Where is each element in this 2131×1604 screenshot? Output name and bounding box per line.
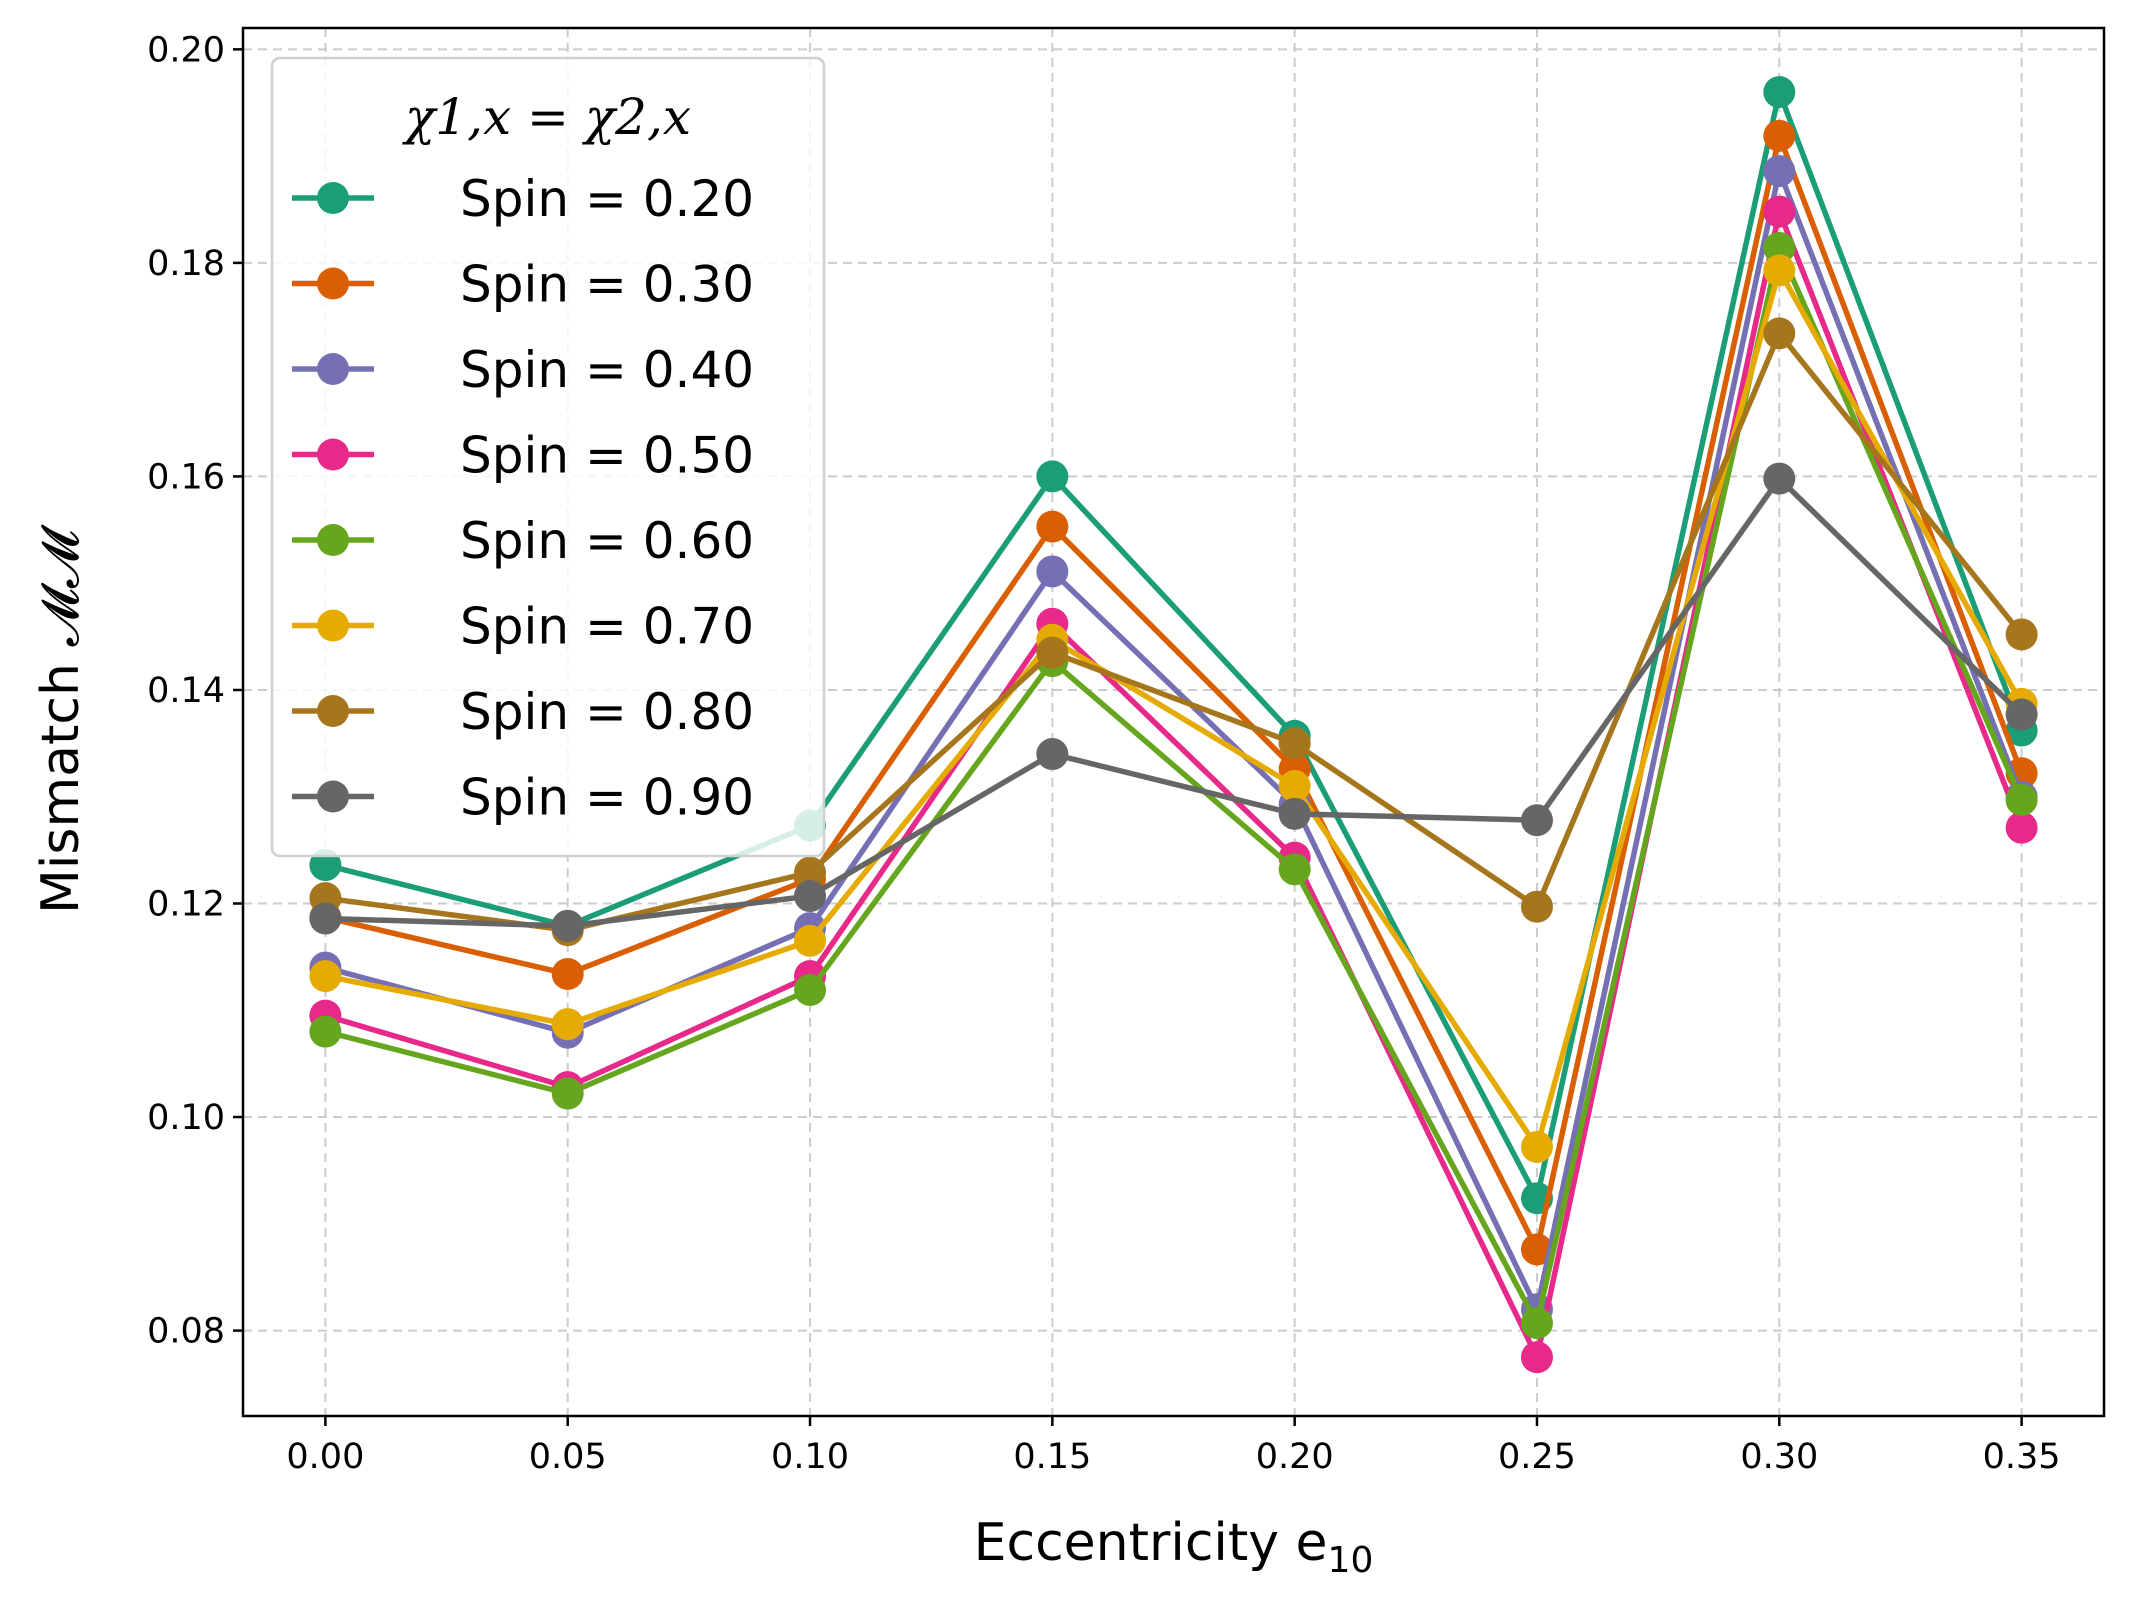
legend-marker <box>317 353 349 385</box>
legend: χ1,x = χ2,x Spin = 0.20 Spin = 0.30 Spin = … <box>270 56 826 858</box>
data-point <box>551 957 584 990</box>
legend-marker <box>317 609 349 642</box>
legend-label: Spin = 0.40 <box>460 341 754 399</box>
data-point <box>1763 119 1796 152</box>
data-point <box>1036 738 1069 771</box>
legend-item: Spin = 0.20 <box>292 170 754 228</box>
series-line <box>324 168 2025 1312</box>
data-point <box>1036 460 1069 493</box>
y-tick-label: 0.10 <box>147 1098 225 1138</box>
legend-item: Spin = 0.90 <box>292 769 754 827</box>
legend-marker <box>317 780 349 813</box>
series-line <box>324 89 2025 1201</box>
legend-label: Spin = 0.70 <box>460 598 754 656</box>
x-tick-label: 0.15 <box>1013 1437 1091 1477</box>
series-line <box>324 133 2025 1253</box>
legend-label: Spin = 0.60 <box>460 512 754 570</box>
x-tick-label: 0.05 <box>529 1437 607 1477</box>
y-tick-label: 0.16 <box>147 457 225 497</box>
data-point <box>1036 555 1069 588</box>
x-tick-label: 0.10 <box>771 1437 849 1477</box>
data-point <box>309 960 342 993</box>
x-tick-label: 0.00 <box>286 1437 364 1477</box>
x-axis-ticks: 0.00 0.05 0.10 0.15 0.20 0.25 0.30 0.35 <box>286 1416 2061 1477</box>
data-point <box>309 1015 342 1048</box>
x-tick-label: 0.20 <box>1256 1437 1334 1477</box>
legend-marker <box>317 438 349 471</box>
legend-label: Spin = 0.20 <box>460 170 754 228</box>
data-point <box>1278 770 1311 803</box>
legend-item: Spin = 0.60 <box>292 512 754 570</box>
x-tick-label: 0.35 <box>1983 1437 2061 1477</box>
data-point <box>309 902 342 935</box>
legend-label: Spin = 0.50 <box>460 427 754 485</box>
data-point <box>1520 890 1553 923</box>
legend-marker <box>317 182 349 214</box>
data-point <box>2005 811 2038 844</box>
legend-title: χ1,x = χ2,x <box>402 88 691 146</box>
data-point <box>1036 636 1069 669</box>
data-point <box>1278 797 1311 830</box>
legend-marker <box>317 695 349 727</box>
data-point <box>794 856 827 889</box>
series-line <box>325 475 2024 929</box>
legend-marker <box>317 524 349 556</box>
data-point <box>1763 317 1796 350</box>
series-line <box>324 267 2025 1150</box>
y-axis-title: Mismatch 𝓜𝓜 <box>31 524 91 914</box>
y-axis-ticks: 0.08 0.10 0.12 0.14 0.16 0.18 0.20 <box>147 30 243 1352</box>
legend-label: Spin = 0.80 <box>460 683 754 741</box>
series-090 <box>309 462 2038 942</box>
legend-item: Spin = 0.40 <box>292 341 754 399</box>
x-tick-label: 0.30 <box>1740 1437 1818 1477</box>
x-tick-label: 0.25 <box>1498 1437 1576 1477</box>
legend-marker <box>317 267 349 300</box>
data-point <box>2005 618 2038 651</box>
plot-series <box>309 76 2038 1374</box>
data-point <box>551 1008 584 1041</box>
data-point <box>1763 254 1796 287</box>
data-point <box>1520 1341 1553 1374</box>
data-point <box>1763 195 1796 228</box>
legend-item: Spin = 0.70 <box>292 598 754 656</box>
data-point <box>1763 462 1796 495</box>
y-tick-label: 0.12 <box>147 885 225 925</box>
data-point <box>1763 231 1796 264</box>
data-point <box>1520 804 1553 837</box>
legend-box <box>270 56 826 858</box>
data-point <box>551 909 584 942</box>
data-point <box>1520 1233 1553 1266</box>
y-tick-label: 0.18 <box>147 244 225 284</box>
legend-item: Spin = 0.80 <box>292 683 754 741</box>
data-point <box>1036 510 1069 543</box>
y-tick-label: 0.20 <box>147 30 225 70</box>
data-point <box>1278 853 1311 886</box>
data-point <box>2005 783 2038 816</box>
series-line <box>324 208 2025 1361</box>
data-point <box>1278 727 1311 760</box>
y-tick-label: 0.08 <box>147 1312 225 1352</box>
data-point <box>1763 76 1796 109</box>
data-point <box>2005 698 2038 731</box>
legend-item: Spin = 0.50 <box>292 427 754 485</box>
legend-label: Spin = 0.90 <box>460 769 754 827</box>
data-point <box>794 924 827 957</box>
x-axis-title: Eccentricity e10 <box>974 1513 1374 1581</box>
data-point <box>794 880 827 913</box>
legend-label: Spin = 0.30 <box>460 256 754 314</box>
y-tick-label: 0.14 <box>147 671 225 711</box>
data-point <box>1763 155 1796 188</box>
data-point <box>551 1077 584 1110</box>
plot-frame <box>241 26 2106 1418</box>
data-point <box>794 973 827 1006</box>
legend-item: Spin = 0.30 <box>292 256 754 314</box>
data-point <box>1520 1130 1553 1163</box>
data-point <box>1520 1307 1553 1340</box>
